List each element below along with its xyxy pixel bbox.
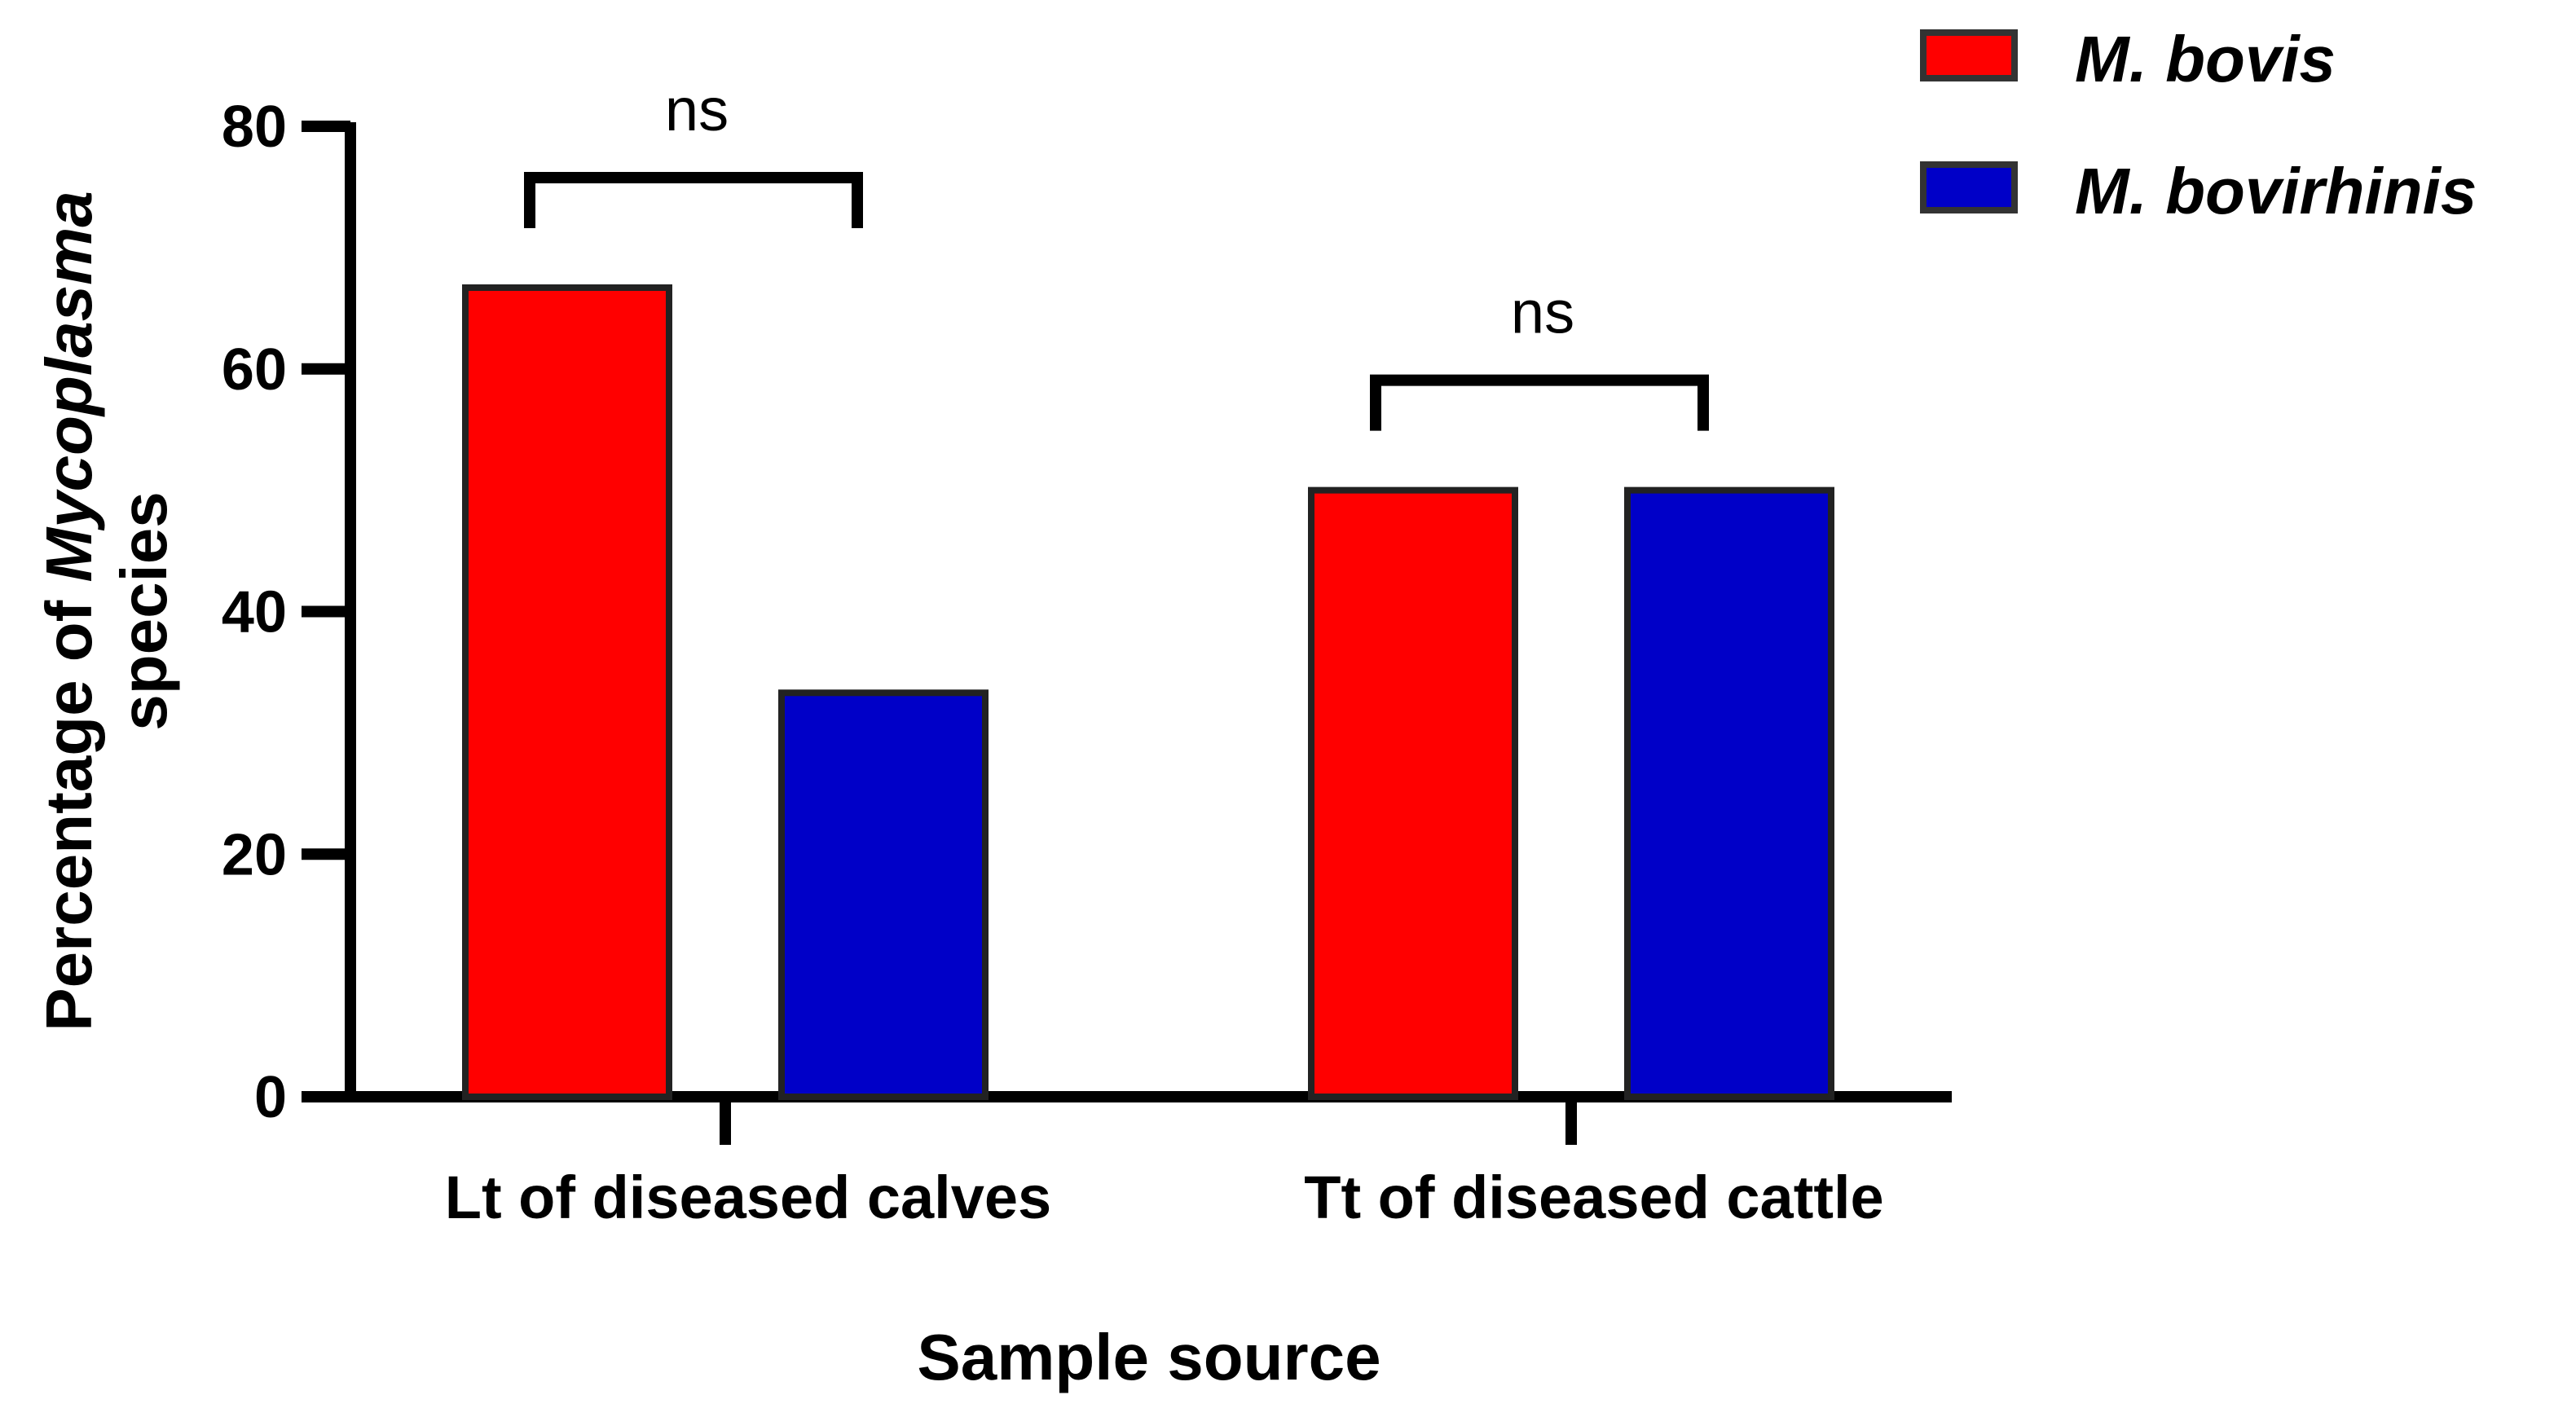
significance-brackets: ns ns xyxy=(524,76,1709,431)
legend-label-m-bovis: M. bovis xyxy=(2075,23,2336,95)
bar-m-bovirhinis-0 xyxy=(778,689,989,1101)
bar-m-bovirhinis-1 xyxy=(1624,486,1834,1100)
y-tick-label: 0 xyxy=(254,1065,287,1130)
y-ticks: 0 20 40 60 80 xyxy=(222,95,350,1130)
x-tick-label: Lt of diseased calves xyxy=(445,1164,1051,1231)
legend: M. bovis M. bovirhinis xyxy=(1920,23,2477,227)
legend-label-m-bovirhinis: M. bovirhinis xyxy=(2075,155,2477,227)
y-axis-title-italic: Mycoplasma xyxy=(33,191,105,582)
y-axis-title-line2: species xyxy=(108,491,180,731)
significance-bracket xyxy=(524,172,863,229)
y-tick-label: 60 xyxy=(222,337,287,403)
significance-label: ns xyxy=(665,76,729,143)
x-ticks: Lt of diseased calves Tt of diseased catt… xyxy=(445,1097,1884,1231)
bar-m-bovis-1 xyxy=(1308,486,1518,1100)
x-tick-label: Tt of diseased cattle xyxy=(1304,1164,1883,1231)
y-axis-title: Percentage of Mycoplasma species xyxy=(33,191,180,1032)
y-tick-label: 40 xyxy=(222,580,287,645)
x-axis-title: Sample source xyxy=(917,1321,1380,1393)
significance-label: ns xyxy=(1511,279,1574,346)
legend-swatch-m-bovis xyxy=(1920,29,2018,81)
bars xyxy=(462,284,1834,1101)
y-axis-title-prefix: Percentage of xyxy=(33,582,105,1031)
y-tick-label: 20 xyxy=(222,822,287,887)
bar-m-bovis-0 xyxy=(462,284,672,1101)
svg-text:Percentage of Mycoplasma: Percentage of Mycoplasma xyxy=(33,191,105,1032)
y-tick-label: 80 xyxy=(222,95,287,160)
significance-bracket xyxy=(1370,374,1709,431)
legend-swatch-m-bovirhinis xyxy=(1920,161,2018,213)
